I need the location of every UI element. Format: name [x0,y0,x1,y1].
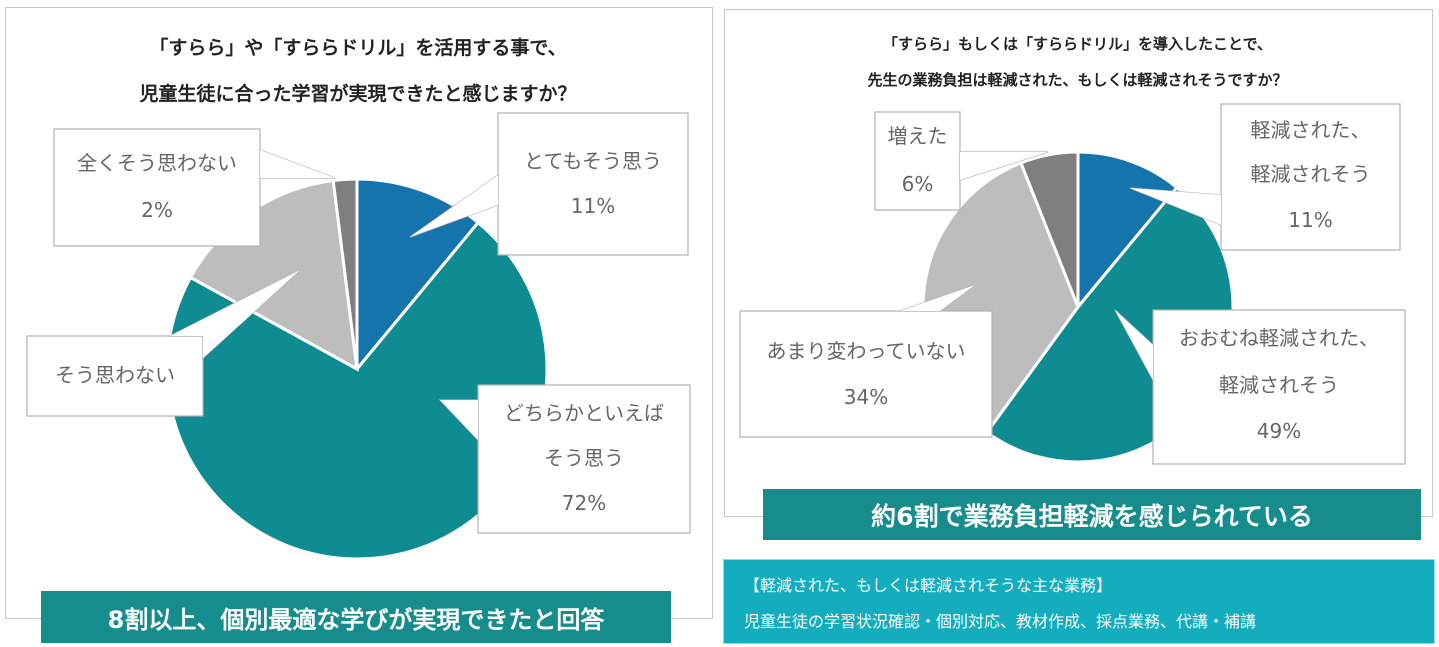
right-value-label-2: 34% [844,385,888,409]
left-callout-box-0 [497,112,689,256]
right-callout-box-0 [1220,103,1401,251]
left-label-1: そう思う [544,446,624,470]
left-label-0: とてもそう思う [524,149,662,173]
right-label-0: 軽減されそう [1251,162,1371,186]
right-callout-box-2 [739,310,993,438]
left-label-3: 全くそう思わない [77,151,237,175]
right-chart-title-line2: 先生の業務負担は軽減された、もしくは軽減されそうですか？ [867,71,1288,89]
right-callout-box-3 [874,111,961,211]
left-chart-title-line1: 「すらら」や「すららドリル」を活用する事で、 [149,37,567,59]
left-value-label-0: 11% [571,194,615,218]
left-callout-box-3 [53,128,261,247]
right-label-0: 軽減された、 [1251,118,1371,142]
left-label-1: どちらかといえば [504,401,664,425]
right-label-1: 軽減されそう [1219,373,1339,397]
right-slice-3 [1018,150,1080,308]
right-callout-box-1 [1152,309,1406,465]
left-slice-0 [355,177,481,374]
right-callout-0: 軽減された、軽減されそう 11% [1129,103,1401,251]
left-chart-title-line2: 児童生徒に合った学習が実現できたと感じますか？ [139,83,577,105]
right-label-1: おおむね軽減された、 [1179,326,1379,350]
right-value-label-3: 6% [902,172,934,196]
left-callout-box-2 [26,335,204,417]
right-callout-3: 増えた 6% [874,111,1049,211]
note-box: 【軽減された、もしくは軽減されそうな主な業務】 児童生徒の学習状況確認・個別対応… [723,559,1435,644]
note-heading: 【軽減された、もしくは軽減されそうな主な業務】 [744,576,1113,595]
left-value-label-1: 72% [562,491,606,515]
right-label-3: 増えた [888,124,948,148]
left-value-label-3: 2% [141,198,173,222]
right-callout-1: おおむね軽減された、軽減されそう 49% [1114,309,1406,465]
left-callout-box-1 [477,384,691,534]
left-chart-banner: 8割以上、個別最適な学びが実現できたと回答 [41,591,671,643]
left-callout-0: とてもそう思う 11% [409,112,689,256]
left-label-2: そう思わない [55,363,175,387]
note-body: 児童生徒の学習状況確認・個別対応、教材作成、採点業務、代講・補講 [744,612,1257,631]
left-slice-3 [331,177,359,370]
right-callout-2: あまり変わっていない 34% [739,284,993,438]
right-value-label-0: 11% [1288,208,1332,232]
right-chart-banner: 約6割で業務負担軽減を感じられている [763,489,1421,540]
right-value-label-1: 49% [1257,419,1301,443]
right-label-2: あまり変わっていない [767,339,966,363]
left-callout-3: 全くそう思わない 2% [53,128,336,247]
left-callout-2: そう思わない [26,269,301,417]
right-chart-title-line1: 「すらら」もしくは「すららドリル」を導入したことで、 [883,35,1272,53]
